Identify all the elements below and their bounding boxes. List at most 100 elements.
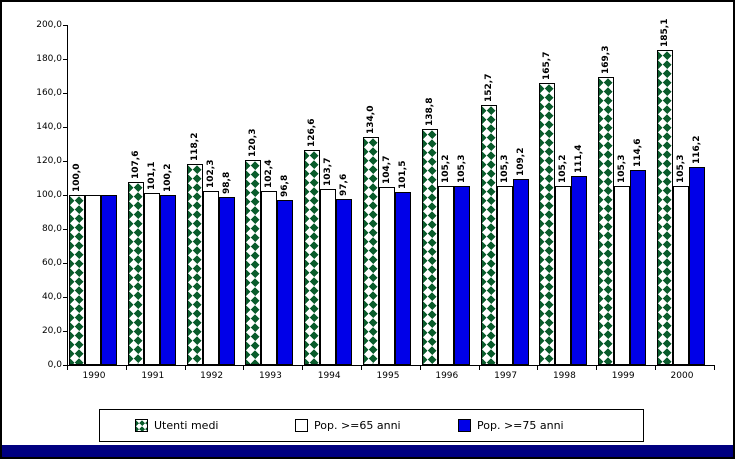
y-axis-tick-label: 100,0 [36, 190, 62, 200]
bar-white-1992 [202, 191, 219, 365]
y-axis-tick-label: 0,0 [47, 360, 62, 370]
legend: Utenti medi Pop. >=65 anni Pop. >=75 ann… [99, 409, 644, 442]
bar-white-1996 [437, 186, 454, 365]
x-axis-tick [655, 366, 656, 370]
bar-value-label: 105,3 [456, 154, 467, 183]
bar-value-label: 105,2 [558, 154, 569, 184]
bar-blue-1997 [512, 179, 529, 365]
bar-value-label: 107,6 [130, 150, 141, 180]
bar-pattern-1991 [127, 182, 144, 365]
bar-blue-1993 [277, 200, 294, 365]
bar-white-1991 [143, 193, 160, 365]
x-axis-tick [125, 366, 127, 370]
bar-value-label: 165,7 [542, 51, 553, 81]
y-axis-tick [63, 331, 67, 332]
x-axis-tick [713, 366, 715, 370]
bar-pattern-1990 [69, 195, 85, 365]
bar-white-1995 [379, 187, 395, 365]
bar-value-label: 104,7 [382, 155, 392, 184]
bar-value-label: 105,2 [440, 154, 451, 184]
bar-white-1998 [555, 186, 572, 365]
bar-value-label: 101,5 [398, 160, 408, 190]
bar-value-label: 103,7 [323, 157, 334, 186]
bar-value-label: 105,3 [499, 154, 510, 183]
bar-pattern-1997 [480, 105, 497, 365]
x-axis-tick [184, 366, 186, 370]
x-axis-year-label: 2000 [670, 371, 694, 381]
x-axis-tick [361, 366, 362, 370]
legend-entry-pop-65: Pop. >=65 anni [295, 410, 401, 441]
bar-white-1999 [614, 185, 631, 365]
bar-value-label: 134,0 [366, 105, 376, 135]
legend-swatch-utenti-medi-icon [135, 419, 148, 432]
bar-value-label: 152,7 [483, 73, 494, 103]
bar-value-label: 138,8 [424, 97, 435, 127]
bar-pattern-1999 [598, 77, 615, 365]
bar-value-label: 120,3 [248, 129, 259, 158]
bar-white-1994 [320, 188, 337, 365]
y-axis-tick [63, 93, 67, 94]
bar-value-label: 111,4 [574, 144, 585, 173]
bar-blue-1999 [630, 170, 647, 365]
bar-value-label: 118,2 [189, 132, 200, 162]
bar-blue-1996 [453, 185, 470, 365]
y-axis-tick [63, 195, 67, 196]
bar-value-label: 109,2 [515, 147, 526, 177]
bar-pattern-1993 [245, 160, 262, 365]
bar-value-label: 96,8 [280, 175, 291, 198]
legend-entry-utenti-medi: Utenti medi [135, 410, 219, 441]
y-axis-tick [63, 161, 67, 162]
bar-value-label: 185,1 [660, 18, 670, 48]
bar-value-label: 102,3 [205, 159, 216, 189]
bar-blue-1995 [395, 192, 411, 365]
y-axis-tick [63, 297, 67, 298]
y-axis-tick-label: 40,0 [41, 292, 62, 302]
y-axis-tick-label: 20,0 [41, 326, 62, 336]
y-axis-line [67, 25, 68, 365]
x-axis-tick [302, 366, 304, 370]
y-axis-tick-label: 120,0 [36, 156, 62, 166]
y-axis-tick [63, 229, 67, 230]
y-axis-tick [63, 127, 67, 128]
x-axis-tick [537, 366, 539, 370]
bar-pattern-1996 [421, 129, 438, 365]
bar-value-label: 105,3 [676, 154, 686, 183]
bar-value-label: 100,0 [72, 163, 82, 192]
y-axis-tick-label: 200,0 [36, 20, 62, 30]
bar-pattern-2000 [657, 50, 673, 365]
bar-blue-2000 [689, 167, 705, 365]
bar-value-label: 102,4 [264, 159, 275, 188]
bar-value-label: 126,6 [307, 118, 318, 147]
bar-value-label: 116,2 [692, 135, 702, 165]
bar-value-label: 169,3 [601, 45, 612, 75]
bottom-strip [2, 445, 733, 457]
legend-swatch-pop-75-icon [458, 419, 471, 432]
bar-white-2000 [673, 185, 689, 365]
legend-label-pop-75: Pop. >=75 anni [477, 419, 564, 432]
bar-value-label: 105,3 [617, 154, 628, 183]
bar-value-label: 114,6 [633, 138, 644, 168]
x-axis-line [67, 365, 715, 366]
x-axis-year-label: 1992 [200, 371, 224, 381]
bar-blue-1998 [571, 175, 588, 365]
y-axis-tick [63, 365, 67, 366]
legend-label-pop-65: Pop. >=65 anni [314, 419, 401, 432]
y-axis-tick [63, 25, 67, 26]
y-axis-tick [63, 59, 67, 60]
x-axis-tick [419, 366, 421, 370]
legend-swatch-pop-65-icon [295, 419, 308, 432]
bar-value-label: 98,8 [221, 171, 232, 195]
x-axis-year-label: 1998 [552, 371, 576, 381]
bar-white-1990 [85, 195, 101, 365]
bar-value-label: 97,6 [339, 173, 350, 197]
bar-pattern-1998 [539, 83, 556, 365]
x-axis-tick [478, 366, 480, 370]
y-axis-tick-label: 60,0 [41, 258, 62, 268]
x-axis-year-label: 1990 [82, 371, 106, 381]
y-axis-tick-label: 80,0 [41, 224, 62, 234]
x-axis-tick [243, 366, 245, 370]
bar-value-label: 101,1 [146, 161, 157, 191]
x-axis-year-label: 1997 [494, 371, 518, 381]
bar-blue-1991 [159, 194, 176, 365]
bar-blue-1992 [218, 197, 235, 365]
